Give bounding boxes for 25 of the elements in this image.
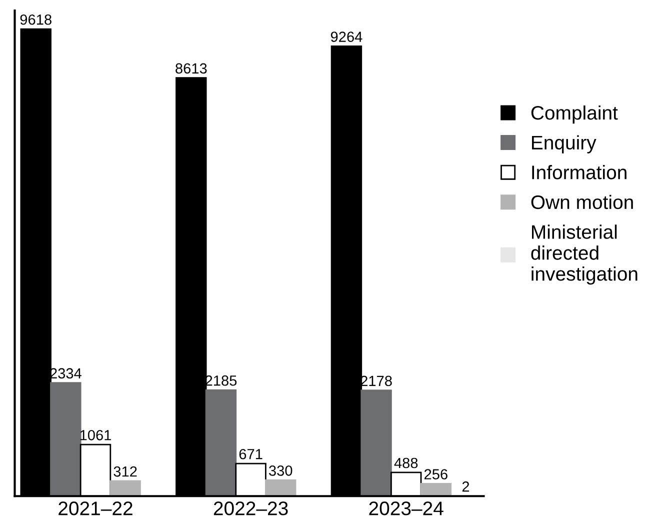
bar bbox=[265, 479, 296, 496]
data-label: 9618 bbox=[20, 14, 52, 25]
data-label: 312 bbox=[114, 466, 137, 477]
bar bbox=[420, 483, 452, 496]
legend-label: Complaint bbox=[531, 105, 618, 124]
data-label: 9264 bbox=[330, 32, 362, 42]
bar bbox=[50, 382, 82, 496]
bar bbox=[110, 480, 141, 496]
data-label: 671 bbox=[239, 448, 262, 460]
data-label: 8613 bbox=[176, 63, 207, 74]
bar bbox=[205, 389, 237, 496]
bar bbox=[360, 390, 392, 496]
legend-label: Enquiry bbox=[532, 135, 596, 154]
x-tick-label: 2023–24 bbox=[369, 502, 444, 516]
data-label: 2178 bbox=[360, 376, 392, 386]
x-tick-label: 2022–23 bbox=[214, 502, 288, 516]
data-label: 2 bbox=[462, 481, 470, 492]
data-label: 2185 bbox=[205, 375, 237, 386]
legend-label: Ministerial directed investigation bbox=[531, 224, 638, 285]
x-tick-label: 2021–22 bbox=[58, 502, 132, 516]
legend-label: Information bbox=[532, 165, 626, 180]
data-label: 256 bbox=[424, 469, 448, 480]
legend-label: Own motion bbox=[531, 194, 633, 210]
data-label: 488 bbox=[394, 458, 418, 468]
data-label: 330 bbox=[269, 466, 292, 476]
